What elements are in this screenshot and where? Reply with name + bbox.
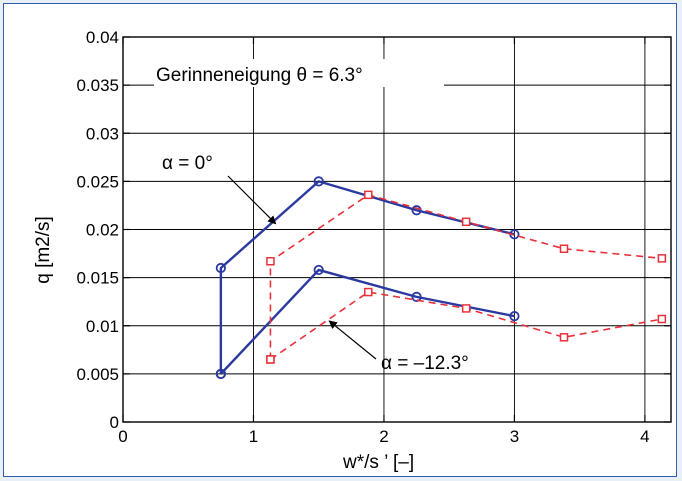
axes [122, 36, 672, 423]
y-tick-label: 0.01 [86, 317, 119, 336]
data-point [559, 244, 569, 253]
series-red_alpha0 [266, 190, 667, 364]
x-tick-label: 3 [510, 427, 519, 446]
y-tick-label: 0.025 [76, 172, 119, 191]
y-tick-label: 0.04 [86, 28, 119, 47]
x-tick-label: 0 [118, 427, 127, 446]
y-tick-label: 0.03 [86, 124, 119, 143]
data-point [364, 190, 373, 200]
x-axis-label: w*/s ’ [–] [342, 452, 414, 473]
y-tick-label: 0.005 [76, 365, 119, 384]
series-line [269, 194, 662, 360]
x-tick-label: 1 [249, 427, 258, 446]
callout-arrow-alpha-minus-12 [328, 320, 377, 360]
data-point [411, 205, 422, 216]
x-tick-label: 4 [640, 427, 649, 446]
series-line [219, 180, 515, 374]
y-tick-label: 0.035 [76, 76, 119, 95]
y-tick-label: 0.02 [86, 221, 119, 240]
x-tick-labels: 0 1 2 3 4 [118, 427, 649, 446]
x-tick-label: 2 [379, 427, 388, 446]
data-point [364, 287, 373, 297]
data-point [215, 368, 226, 379]
data-point [657, 254, 667, 263]
data-point [461, 304, 471, 313]
annotation-slope: Gerinneneigung θ = 6.3° [156, 65, 363, 86]
data-point [313, 176, 324, 187]
series-red_alpha123 [266, 287, 667, 364]
data-point [461, 217, 471, 227]
callout-arrows [227, 175, 377, 360]
y-axis-label: q [m2/s] [33, 216, 54, 284]
callout-arrow-alpha-0 [227, 175, 277, 225]
data-point [559, 333, 569, 342]
callout-alpha-0: α = 0° [162, 153, 213, 174]
data-point [509, 311, 520, 322]
y-tick-label: 0.015 [76, 269, 119, 288]
data-point [215, 262, 226, 274]
y-tick-labels: 0 0.005 0.01 0.015 0.02 0.025 0.03 0.035 0.04 [76, 28, 119, 432]
data-point [657, 314, 667, 324]
callout-alpha-minus-12: α = –12.3° [381, 353, 469, 374]
data-point [266, 257, 275, 266]
annotation-background [154, 59, 444, 87]
data-point [313, 264, 324, 276]
data-point [266, 355, 275, 364]
series-blue_alpha123 [215, 264, 520, 379]
series-layer [215, 176, 667, 379]
y-tick-label: 0 [110, 413, 119, 432]
data-point [411, 291, 422, 302]
series-line [219, 268, 515, 375]
